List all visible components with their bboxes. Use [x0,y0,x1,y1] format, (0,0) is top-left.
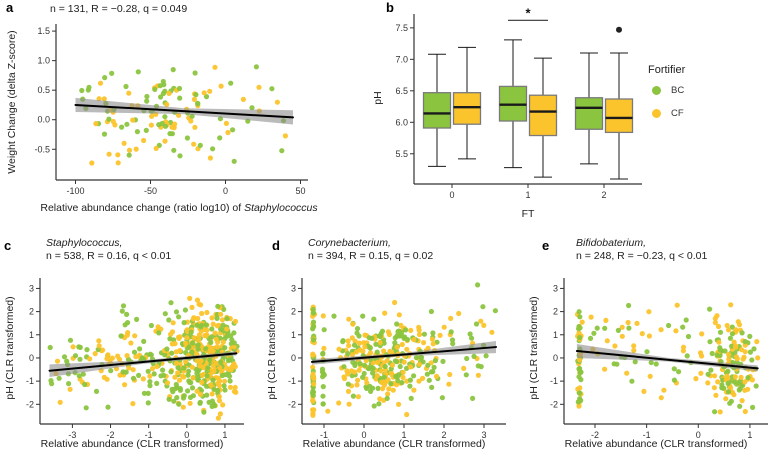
svg-text:0: 0 [696,430,701,440]
svg-text:-2: -2 [26,399,34,409]
svg-text:-2: -2 [591,430,599,440]
legend-title: Fortifier [648,64,686,76]
svg-text:3: 3 [291,283,296,293]
panel-a-chart: 1.5 1.0 0.5 0.0 -0.5 -100 -50 0 50 [34,24,308,196]
svg-text:0: 0 [449,190,454,200]
svg-text:0: 0 [223,186,228,196]
svg-text:2: 2 [601,190,606,200]
svg-text:2: 2 [29,307,34,317]
svg-text:-0.5: -0.5 [34,144,50,154]
panel-e: e Bifidobaterium, n = 248, R = −0.23, q … [524,232,777,461]
panel-a-label: a [6,0,14,15]
panel-a-stats-text: n = 131, R = −0.28, q = 0.049 [50,3,188,15]
panel-c-stats-text: n = 538, R = 0.16, q < 0.01 [46,250,172,262]
svg-text:2: 2 [291,307,296,317]
panel-e-label: e [542,238,550,253]
svg-text:1: 1 [525,190,530,200]
legend-item-cf-label: CF [671,108,684,119]
panel-d-chart: 3 2 1 0 -1 -2 -1 0 1 2 3 [288,278,506,440]
svg-text:2: 2 [553,307,558,317]
svg-text:1: 1 [29,330,34,340]
svg-text:-1: -1 [288,376,296,386]
legend-item-cf: CF [648,108,685,119]
svg-text:0: 0 [291,353,296,363]
svg-text:1: 1 [553,330,558,340]
svg-text:2: 2 [441,430,446,440]
svg-text:0.0: 0.0 [37,115,50,125]
panel-e-title: Bifidobaterium, n = 248, R = −0.23, q < … [576,237,707,263]
panel-b-label: b [386,0,394,15]
svg-text:0: 0 [184,430,189,440]
svg-text:6.5: 6.5 [395,86,408,96]
svg-text:-1: -1 [26,376,34,386]
svg-text:-2: -2 [288,399,296,409]
svg-text:3: 3 [553,283,558,293]
panel-d-x-axis-label: Relative abundance (CLR transformed) [302,438,486,450]
svg-text:3: 3 [29,283,34,293]
panel-d-stats-text: n = 394, R = 0.15, q = 0.02 [308,250,434,262]
svg-text:1.0: 1.0 [37,56,50,66]
legend-item-bc-label: BC [671,85,685,96]
panel-a-y-axis-label: Weight Change (delta Z-score) [6,30,18,174]
panel-a: a n = 131, R = −0.28, q = 0.049 Weight C… [0,0,372,232]
svg-text:-50: -50 [144,186,157,196]
panel-c-chart: 3 2 1 0 -1 -2 -3 -2 -1 0 1 [26,278,244,440]
panel-d-title: Corynebacterium, n = 394, R = 0.15, q = … [308,237,433,263]
svg-text:1.5: 1.5 [37,26,50,36]
svg-text:1: 1 [747,430,752,440]
svg-text:-1: -1 [643,430,651,440]
legend-item-bc: BC [648,85,685,96]
svg-text:5.5: 5.5 [395,149,408,159]
panel-b-chart: * 5.5 6.0 6.5 7.0 7.5 0 1 2 [395,5,642,200]
panel-a-x-axis-label: Relative abundance change (ratio log10) … [40,202,318,214]
svg-text:1: 1 [291,330,296,340]
svg-text:0: 0 [29,353,34,363]
panel-c: c Staphylococcus, n = 538, R = 0.16, q <… [0,232,262,461]
svg-text:-1: -1 [320,430,328,440]
svg-text:-2: -2 [107,430,115,440]
svg-text:6.0: 6.0 [395,117,408,127]
panel-b-x-axis-label: FT [521,208,535,220]
svg-text:1: 1 [401,430,406,440]
panel-e-x-axis-label: Relative abundance (CLR transformed) [564,438,748,450]
panel-c-genus-text: Staphylococcus, [46,237,123,249]
panel-e-stats-text: n = 248, R = −0.23, q < 0.01 [576,250,708,262]
svg-text:0: 0 [553,353,558,363]
svg-text:-1: -1 [550,376,558,386]
svg-text:0.5: 0.5 [37,85,50,95]
cf-color-swatch [652,109,661,118]
panel-c-title: Staphylococcus, n = 538, R = 0.16, q < 0… [46,237,171,263]
svg-text:-1: -1 [145,430,153,440]
svg-text:-100: -100 [66,186,84,196]
svg-text:7.5: 7.5 [395,23,408,33]
panel-c-label: c [4,238,12,253]
panel-d: d Corynebacterium, n = 394, R = 0.15, q … [262,232,524,461]
panel-d-label: d [272,238,280,253]
panel-e-chart: 3 2 1 0 -1 -2 -2 -1 0 1 [550,278,768,440]
panel-b: b pH * 5.5 6.0 6.5 7.0 7.5 0 1 2 FT Fortifier BC… [372,0,777,232]
svg-text:-2: -2 [550,399,558,409]
svg-text:*: * [525,5,531,20]
bc-color-swatch [652,86,661,95]
svg-text:1: 1 [222,430,227,440]
svg-text:50: 50 [295,186,305,196]
fortifier-legend: Fortifier BC CF [648,64,685,131]
panel-e-genus-text: Bifidobaterium, [576,237,647,249]
panel-d-genus-text: Corynebacterium, [308,237,391,249]
panel-c-x-axis-label: Relative abundance (CLR transformed) [40,438,224,450]
svg-text:0: 0 [361,430,366,440]
panel-a-title: n = 131, R = −0.28, q = 0.049 [50,3,187,16]
svg-text:3: 3 [481,430,486,440]
svg-text:7.0: 7.0 [395,54,408,64]
svg-text:-3: -3 [68,430,76,440]
